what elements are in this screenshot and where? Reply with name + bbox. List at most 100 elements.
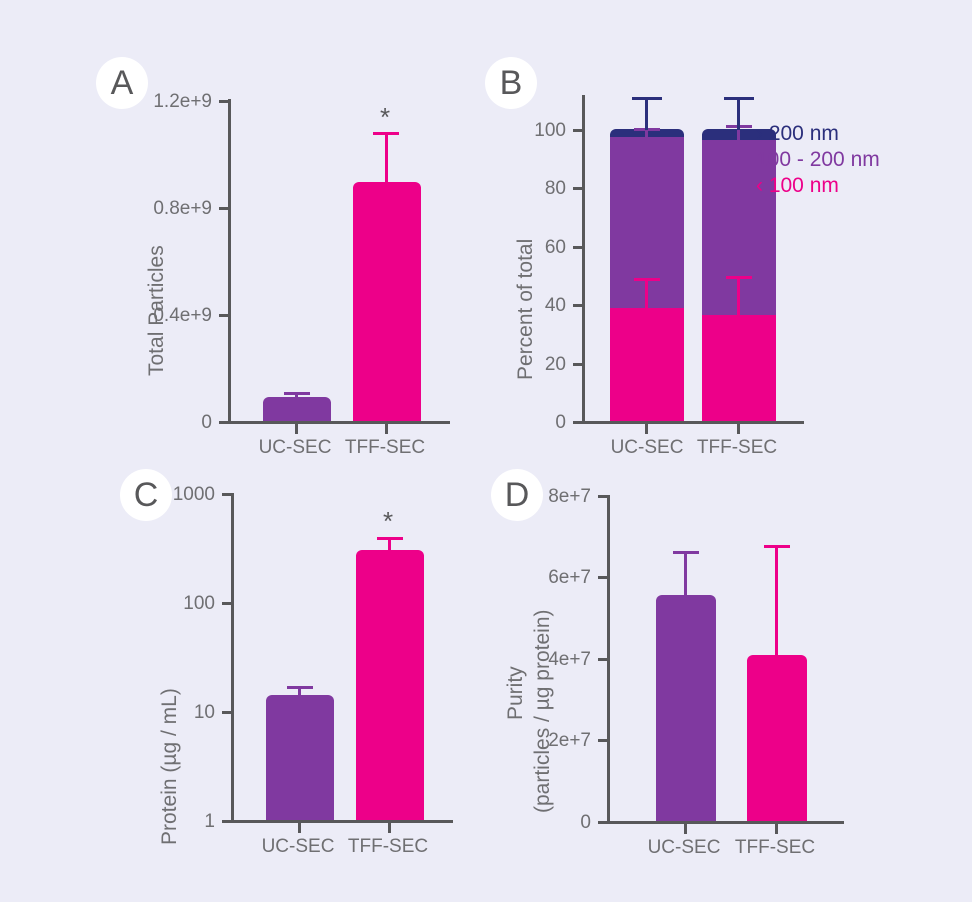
panel-d-errorbar-cap-tff-sec [764, 545, 790, 548]
panel-d-ytick-4e7 [598, 658, 608, 661]
panel-c-ytick-10 [222, 711, 232, 714]
panel-b-ytick-label-20: 20 [544, 354, 566, 375]
panel-d-ytick-8e7 [598, 495, 608, 498]
panel-a-ytick-label-3: 1.2e+9 [153, 91, 212, 112]
panel-b-legend-item-100-200: 100 - 200 nm [756, 148, 880, 171]
panel-b-legend-item-gt200: › 200 nm [756, 122, 839, 145]
panel-b-errorbar-uc-sec-lt100 [645, 278, 648, 308]
panel-d-ytick-2e7 [598, 739, 608, 742]
panel-d: D Purity (particles / µg protein) 0 2e+7… [486, 460, 972, 902]
panel-b-x-axis-line [582, 421, 804, 424]
panel-c-ytick-label-100: 100 [183, 593, 215, 614]
panel-b-xtick-uc-sec [645, 424, 648, 434]
panel-b-stack-uc-sec-lt100 [610, 308, 684, 421]
panel-b-badge: B [485, 57, 537, 109]
panel-b-xlabel-tff-sec: TFF-SEC [696, 437, 778, 458]
panel-b-errorbar-cap-uc-sec-lt100 [634, 278, 660, 281]
panel-c-ytick-1 [222, 820, 232, 823]
panel-d-ytick-0 [598, 821, 608, 824]
panel-d-xlabel-tff-sec: TFF-SEC [734, 837, 816, 858]
panel-a-xtick-tff-sec [385, 424, 388, 434]
panel-d-xtick-tff-sec [775, 824, 778, 834]
panel-a-y-axis-line [228, 99, 231, 424]
panel-a-x-axis-line [228, 421, 450, 424]
panel-b-errorbar-uc-sec-gt200 [645, 97, 648, 130]
panel-d-ytick-label-0: 0 [580, 812, 591, 833]
panel-b-stack-tff-sec-lt100 [702, 315, 776, 421]
panel-c-ytick-100 [222, 602, 232, 605]
panel-c-badge: C [120, 469, 172, 521]
panel-a-badge: A [96, 57, 148, 109]
panel-b-ytick-80 [573, 187, 583, 190]
panel-b-errorbar-tff-sec-lt100 [737, 276, 740, 315]
panel-d-xtick-uc-sec [684, 824, 687, 834]
panel-a-bar-tff-sec [353, 182, 421, 421]
panel-b-ytick-label-0: 0 [555, 412, 566, 433]
panel-a-errorbar-cap-uc-sec [284, 392, 310, 395]
panel-d-x-axis-line [607, 821, 844, 824]
panel-c-bar-uc-sec [266, 695, 334, 820]
panel-a-errorbar-tff-sec [385, 132, 388, 187]
panel-d-bar-tff-sec [747, 655, 807, 821]
panel-d-ytick-label-2e7: 2e+7 [548, 730, 591, 751]
panel-d-y-axis-line [607, 495, 610, 824]
panel-a-xlabel-tff-sec: TFF-SEC [344, 437, 426, 458]
panel-b-legend-item-lt100: ‹ 100 nm [756, 174, 839, 197]
panel-b-ytick-20 [573, 363, 583, 366]
panel-a: A Total Particles 0 0.4e+9 0.8e+9 1.2e+9… [0, 0, 486, 460]
panel-a-ytick-label-0: 0 [201, 412, 212, 433]
panel-c-xlabel-uc-sec: UC-SEC [261, 836, 335, 857]
panel-d-errorbar-cap-uc-sec [673, 551, 699, 554]
panel-c-y-axis-line [231, 493, 234, 823]
panel-b-ytick-100 [573, 129, 583, 132]
panel-b-ytick-label-40: 40 [544, 295, 566, 316]
panel-b-ytick-40 [573, 304, 583, 307]
panel-c-xtick-tff-sec [388, 823, 391, 833]
panel-b: B Percent of total 0 20 40 60 80 100 [485, 0, 972, 460]
panel-a-ytick-label-1: 0.4e+9 [153, 305, 212, 326]
panel-b-y-axis-line [582, 95, 585, 424]
panel-c-ytick-label-10: 10 [193, 702, 215, 723]
panel-a-errorbar-cap-tff-sec [373, 132, 399, 135]
panel-a-xlabel-uc-sec: UC-SEC [258, 437, 332, 458]
panel-c-x-axis-line [231, 820, 453, 823]
panel-a-ytick-2 [219, 207, 229, 210]
panel-b-xlabel-uc-sec: UC-SEC [610, 437, 684, 458]
panel-a-ytick-label-2: 0.8e+9 [153, 198, 212, 219]
panel-c-bar-tff-sec [356, 550, 424, 820]
panel-c-errorbar-uc-sec [298, 686, 301, 698]
panel-a-ytick-1 [219, 314, 229, 317]
panel-d-errorbar-tff-sec [775, 545, 778, 657]
panel-d-ytick-label-6e7: 6e+7 [548, 567, 591, 588]
panel-b-xtick-tff-sec [737, 424, 740, 434]
panel-c-xtick-uc-sec [298, 823, 301, 833]
panel-c-significance-star: * [383, 506, 394, 536]
panel-b-errorbar-cap-tff-sec-gt200 [724, 97, 754, 100]
panel-c-errorbar-cap-uc-sec [287, 686, 313, 689]
panel-d-xlabel-uc-sec: UC-SEC [647, 837, 721, 858]
panel-a-errorbar-uc-sec [295, 392, 298, 402]
panel-c-ytick-label-1000: 1000 [172, 484, 215, 505]
panel-d-y-axis-label-line1: Purity [504, 666, 527, 720]
panel-b-errorbar-cap-uc-sec-gt200 [632, 97, 662, 100]
panel-c-errorbar-cap-tff-sec [377, 537, 403, 540]
panel-d-errorbar-uc-sec [684, 551, 687, 597]
panel-d-badge: D [491, 469, 543, 521]
panel-b-ytick-60 [573, 246, 583, 249]
panel-c-xlabel-tff-sec: TFF-SEC [347, 836, 429, 857]
panel-a-ytick-3 [219, 100, 229, 103]
panel-b-ytick-0 [573, 421, 583, 424]
panel-d-ytick-6e7 [598, 576, 608, 579]
panel-c: C Protein (µg / mL) 1 10 100 1000 * UC-S… [0, 460, 486, 902]
panel-b-ytick-label-100: 100 [534, 120, 566, 141]
panel-b-ytick-label-60: 60 [544, 237, 566, 258]
panel-d-ytick-label-4e7: 4e+7 [548, 649, 591, 670]
panel-d-ytick-label-8e7: 8e+7 [548, 486, 591, 507]
panel-a-ytick-0 [219, 421, 229, 424]
panel-c-ytick-label-1: 1 [204, 811, 215, 832]
panel-a-xtick-uc-sec [295, 424, 298, 434]
panel-c-ytick-1000 [222, 493, 232, 496]
panel-c-errorbar-tff-sec [388, 537, 391, 553]
panel-b-errorbar-tff-sec-gt200 [737, 97, 740, 130]
